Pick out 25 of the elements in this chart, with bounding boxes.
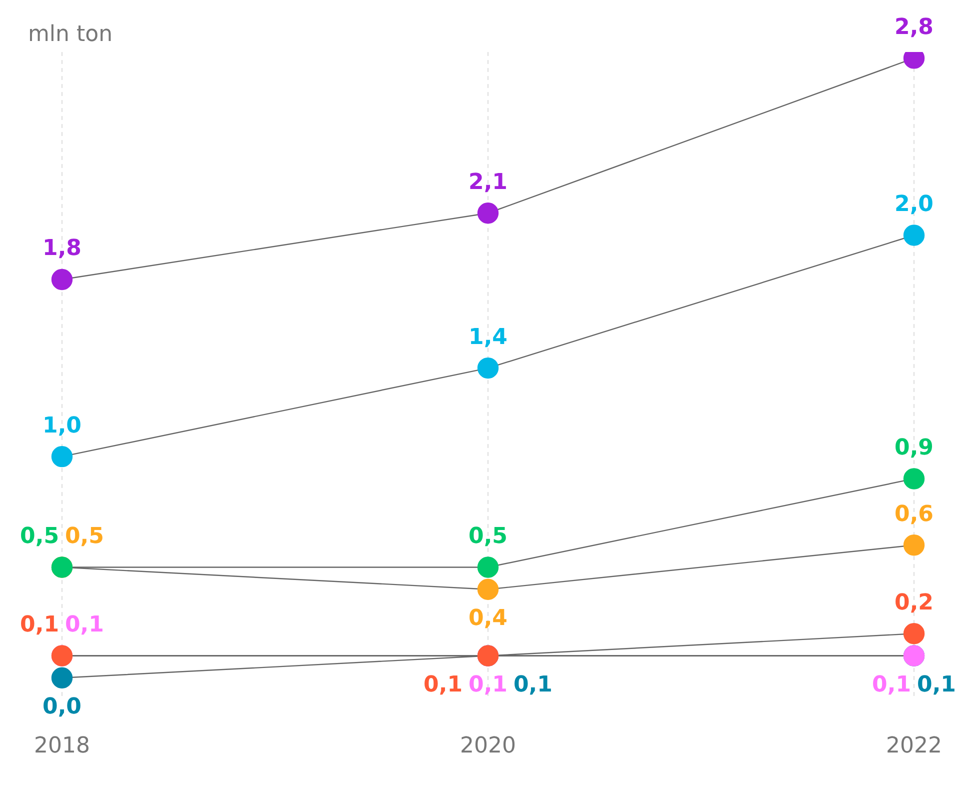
y-axis-title: mln ton: [28, 22, 113, 47]
x-tick-label: 2022: [886, 734, 942, 759]
data-label: 0,6: [894, 502, 934, 527]
data-label: 0,1: [872, 672, 912, 698]
data-label: 0,5: [20, 524, 59, 549]
data-label: 0,4: [468, 606, 508, 632]
data-label: 1,8: [42, 236, 82, 262]
data-label: 1,4: [468, 324, 508, 350]
data-label: 0,1: [513, 672, 552, 698]
data-label: 0,9: [894, 435, 934, 460]
x-tick-label: 2018: [34, 734, 90, 759]
data-label: 0,2: [894, 590, 934, 616]
data-label: 0,0: [42, 694, 82, 720]
data-label: 0,1: [20, 612, 59, 638]
data-label: 0,1: [64, 612, 104, 638]
data-label: 0,5: [468, 524, 508, 549]
x-tick-label: 2020: [460, 734, 516, 759]
data-label: 0,1: [468, 672, 508, 698]
data-label: 0,1: [917, 672, 956, 698]
data-label: 0,1: [424, 672, 463, 698]
data-label: 1,0: [42, 413, 82, 438]
data-label: 2,8: [894, 14, 934, 40]
data-label: 2,1: [468, 170, 508, 195]
data-label: 2,0: [894, 192, 934, 217]
data-label: 0,5: [64, 524, 104, 549]
